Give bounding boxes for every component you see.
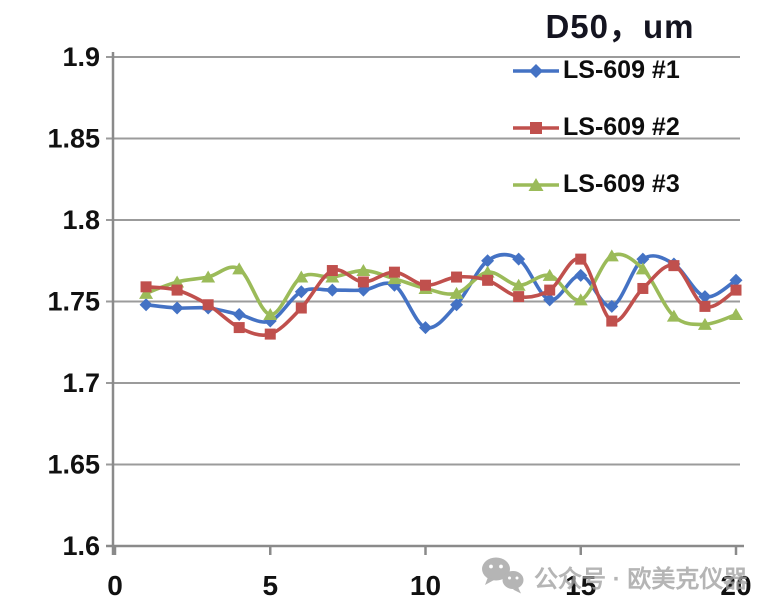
series-3-marker-triangle [666,309,681,322]
y-axis-label: 1.6 [62,531,100,561]
series-1-marker-diamond [419,321,432,335]
y-axis-label: 1.85 [47,124,100,154]
series-3-marker-triangle [170,275,185,288]
series-3-marker-triangle [604,249,619,262]
series-3-marker-triangle [449,286,464,299]
series-3-marker-triangle [263,308,278,321]
x-axis-label: 15 [565,570,596,601]
series-1-marker-diamond [636,252,650,266]
series-2-marker-square [668,260,680,272]
series-1-marker-diamond [170,301,184,315]
y-axis-label: 1.7 [62,368,100,398]
series-2-marker-square [606,315,618,327]
series-2-marker-square [482,274,494,286]
legend-marker-triangle-icon [513,177,559,191]
series-2-marker-square [357,276,369,288]
legend-entry-series1: LS-609 #1 [512,56,680,84]
series-1-marker-diamond [294,285,308,299]
series-1-marker-diamond [605,299,619,313]
x-axis-label: 5 [262,570,278,601]
x-axis-label: 20 [720,570,751,601]
y-axis-label: 1.9 [62,42,100,72]
series-2-marker-square [575,253,587,265]
series-1-marker-diamond [698,290,712,304]
series-1-marker-diamond [481,254,495,268]
series-2-marker-square [637,282,649,294]
y-axis-label: 1.8 [62,205,100,235]
series-1-marker-diamond [325,283,339,297]
series-3-marker-triangle [697,317,712,330]
series-2-marker-square [171,284,183,296]
series-1-marker-diamond [232,308,246,322]
series-3-marker-triangle [325,270,340,283]
x-axis-label: 10 [410,570,441,601]
series-3-marker-triangle [232,262,247,275]
series-2-marker-square [513,291,525,303]
series-3-marker-triangle [480,265,495,278]
legend-label: LS-609 #2 [563,113,680,141]
series-3-marker-triangle [573,293,588,306]
series-2-marker-square [264,328,276,340]
series-2-marker-square [140,281,152,293]
series-2-marker-square [233,322,245,334]
series-2-marker-square [326,265,338,277]
legend-entry-series3: LS-609 #3 [512,170,680,198]
series-3-marker-triangle [139,286,154,299]
series-1-marker-diamond [574,268,588,282]
legend-marker-square-icon [513,121,559,134]
legend-marker-diamond-icon [513,63,559,78]
legend-label: LS-609 #1 [563,56,680,84]
series-2-marker-square [388,266,400,278]
series-2-marker-square [295,302,307,314]
series-3-marker-triangle [729,308,743,321]
legend-entry-series2: LS-609 #2 [512,113,680,141]
series-2-marker-square [544,284,556,296]
series-3-marker-triangle [201,270,216,283]
series-1-marker-diamond [139,298,153,312]
series-1-marker-diamond [729,273,743,287]
series-2-marker-square [730,284,742,296]
legend-label: LS-609 #3 [563,170,680,198]
chart-title: D50，um [545,8,695,45]
x-axis-label: 0 [107,570,123,601]
y-axis-label: 1.65 [47,450,100,480]
series-2-marker-square [420,279,431,291]
series-3-marker-triangle [356,264,371,277]
series-3-marker-triangle [542,268,557,281]
series-3-marker-triangle [635,262,650,275]
series-1-marker-diamond [543,293,557,307]
series-2-marker-square [451,271,463,283]
series-2-marker-square [699,300,711,312]
y-axis-label: 1.75 [47,287,100,317]
series-1-marker-diamond [450,298,464,312]
series-3-marker-triangle [294,270,309,283]
series-3-marker-triangle [387,272,402,285]
series-3-marker-triangle [511,278,526,291]
series-2-marker-square [202,299,214,311]
legend: LS-609 #1 LS-609 #2 LS-609 #3 [512,56,680,228]
series-1-marker-diamond [512,252,526,266]
